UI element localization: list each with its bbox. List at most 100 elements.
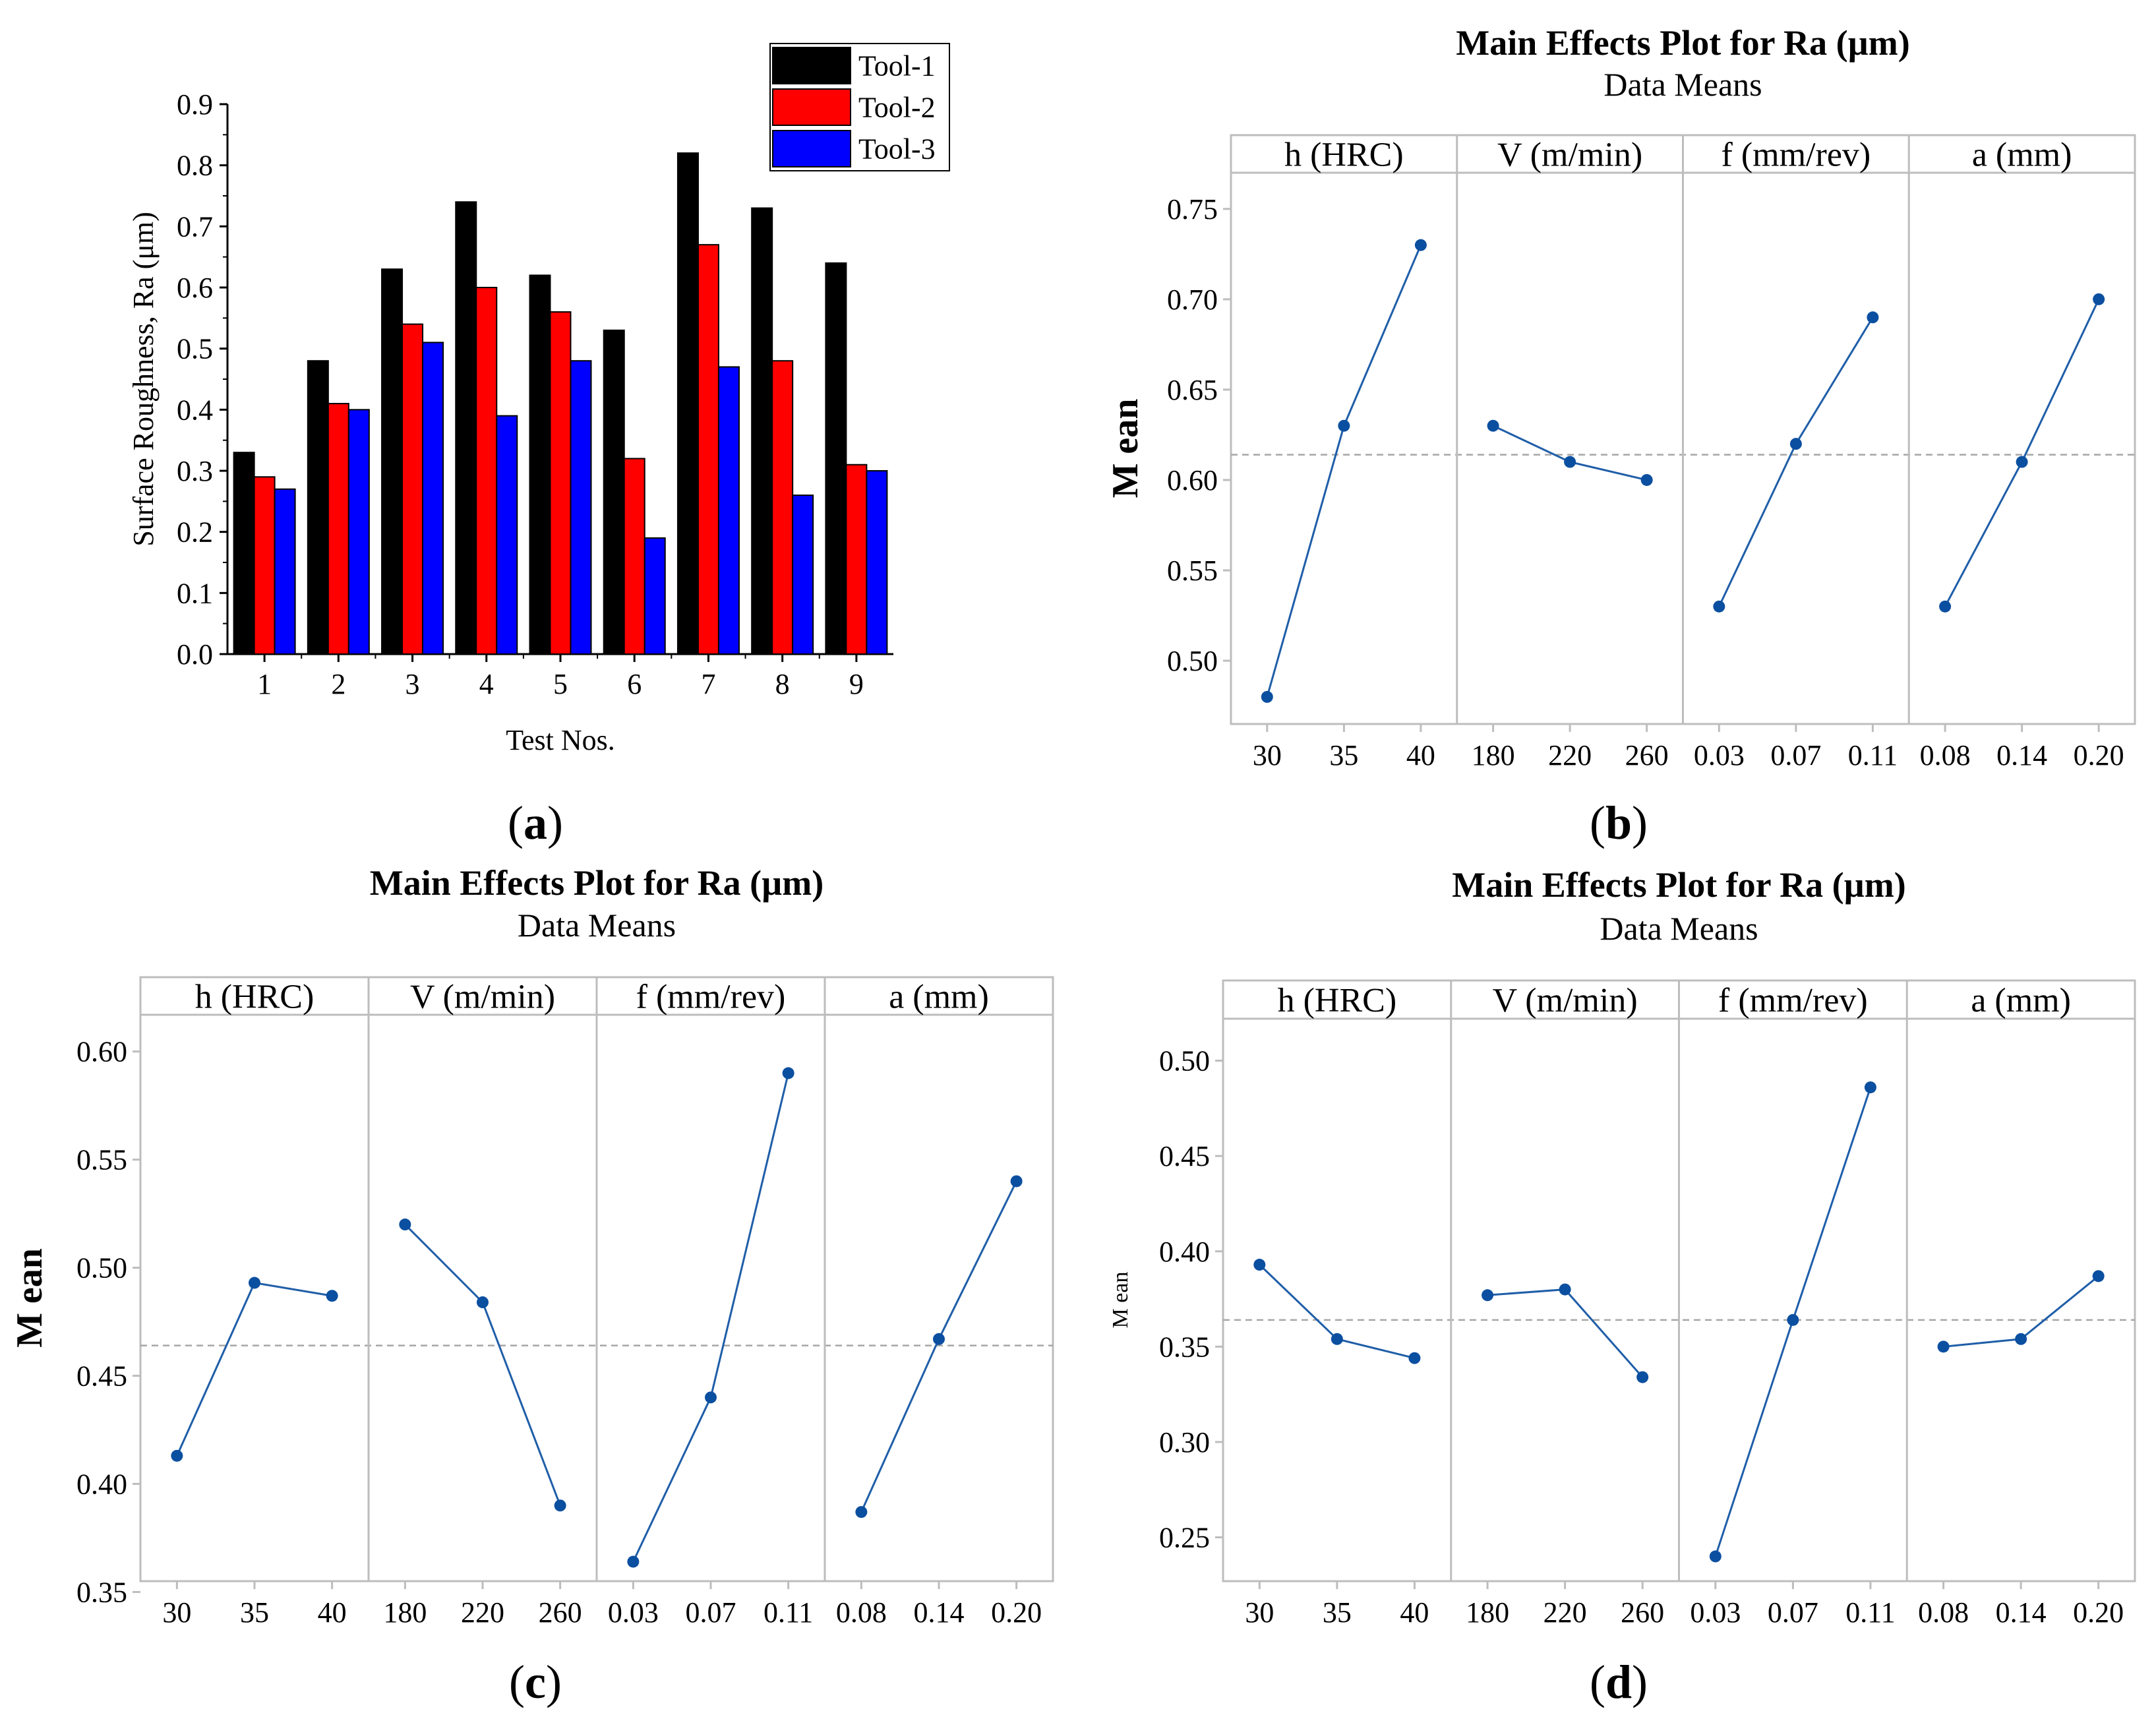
chart-b-data-point	[2016, 456, 2028, 468]
chart-c-data-point	[1010, 1175, 1023, 1188]
chart-c-panel-header: a (mm)	[889, 979, 989, 1016]
chart-a-xtick-label: 8	[775, 668, 790, 700]
chart-a-ytick-label: 0.2	[177, 516, 213, 549]
chart-d-data-point	[1408, 1352, 1421, 1364]
chart-a-xtick-label: 2	[331, 668, 345, 700]
chart-d-xtick-label: 0.03	[1690, 1596, 1741, 1629]
chart-c-ytick-label: 0.60	[76, 1036, 127, 1068]
chart-b-ytick-label: 0.70	[1167, 284, 1218, 316]
chart-a-bar-tool-1-test-1	[233, 452, 255, 655]
chart-c-xtick-label: 0.11	[764, 1596, 813, 1629]
chart-c-ytick-label: 0.55	[76, 1144, 127, 1176]
chart-d-panel-header: h (HRC)	[1278, 982, 1397, 1019]
chart-a-legend: Tool-1 Tool-2 Tool-3	[769, 43, 950, 171]
chart-b-ytick-label: 0.55	[1167, 555, 1218, 587]
chart-d-main-effects: Main Effects Plot for Ra (µm) Data Means 0…	[1108, 865, 2136, 1629]
chart-d-xtick-label: 180	[1466, 1596, 1509, 1629]
chart-d-y-axis-title: M ean	[1108, 1272, 1133, 1329]
chart-a-bar-tool-2-test-4	[475, 287, 498, 655]
chart-a-xtick-label: 5	[553, 668, 568, 700]
chart-d-title: Main Effects Plot for Ra (µm)	[1452, 865, 1905, 905]
caption-c-letter: c	[525, 1656, 546, 1708]
chart-a-ytick-label: 0.5	[177, 333, 213, 365]
chart-b-data-point	[2093, 293, 2105, 305]
chart-b-panel-header: a (mm)	[1972, 136, 2072, 174]
chart-a-legend-swatch-tool-2	[772, 88, 851, 126]
chart-b-xtick-label: 0.03	[1694, 739, 1745, 771]
chart-b-ytick-label: 0.75	[1167, 193, 1218, 226]
chart-b-title: Main Effects Plot for Ra (µm)	[1456, 23, 1909, 63]
chart-c-data-point	[705, 1391, 717, 1404]
chart-b-ytick-label: 0.50	[1167, 645, 1218, 677]
chart-b-data-point	[1487, 419, 1499, 432]
chart-d-data-point	[1636, 1371, 1649, 1383]
caption-b-close: )	[1632, 797, 1648, 849]
caption-b-letter: b	[1605, 797, 1632, 849]
chart-a-bar-tool-1-test-3	[381, 268, 404, 655]
chart-a-bar-tool-2-test-1	[253, 476, 276, 655]
chart-c-data-point	[855, 1506, 868, 1519]
chart-d-xtick-label: 0.20	[2073, 1596, 2124, 1629]
chart-c-subtitle: Data Means	[518, 907, 676, 944]
chart-c-title: Main Effects Plot for Ra (µm)	[370, 863, 823, 903]
chart-b-data-point	[1939, 600, 1952, 613]
chart-d-data-point	[1253, 1259, 1266, 1271]
chart-d-ytick-label: 0.30	[1159, 1426, 1210, 1459]
chart-a-bar-tool-1-test-2	[307, 360, 329, 655]
chart-c-ytick-label: 0.50	[76, 1252, 127, 1284]
caption-c-open: (	[509, 1656, 525, 1708]
caption-a-close: )	[547, 797, 563, 849]
chart-c-data-point	[627, 1555, 640, 1568]
chart-d-ytick-label: 0.35	[1159, 1331, 1210, 1363]
chart-a-xtick-label: 6	[627, 668, 642, 700]
chart-a-bar-tool-3-test-7	[717, 366, 740, 655]
caption-b: (b)	[1590, 797, 1648, 849]
chart-c-xtick-label: 40	[318, 1596, 347, 1629]
chart-b-xtick-label: 0.07	[1770, 739, 1821, 771]
chart-a-bar-tool-2-test-2	[327, 403, 349, 655]
chart-a-xtick-label: 9	[849, 668, 864, 700]
chart-c-panel-header: V (m/min)	[410, 979, 555, 1016]
chart-c-xtick-label: 0.14	[914, 1596, 965, 1629]
chart-d-xtick-label: 260	[1621, 1596, 1664, 1629]
chart-a-legend-swatch-tool-1	[772, 47, 851, 84]
chart-a-xtick-label: 4	[479, 668, 494, 700]
chart-d-data-point	[1709, 1550, 1722, 1563]
chart-c-data-point	[933, 1333, 945, 1345]
chart-a-x-axis-title: Test Nos.	[506, 724, 615, 756]
chart-b-data-point	[1261, 690, 1273, 703]
chart-a-bar-tool-2-test-9	[845, 464, 868, 655]
caption-a: (a)	[508, 797, 563, 849]
chart-a-bar-tool-3-test-9	[866, 470, 888, 655]
chart-b-data-point	[1867, 311, 1879, 324]
chart-b-xtick-label: 180	[1472, 739, 1515, 771]
chart-c-data-point	[554, 1499, 566, 1512]
chart-a-bar-tool-1-test-8	[751, 207, 773, 655]
chart-d-panel-header: a (mm)	[1971, 982, 2071, 1019]
chart-c-xtick-label: 220	[461, 1596, 504, 1629]
chart-c-panel-header: f (mm/rev)	[636, 979, 786, 1016]
chart-a-ytick-label: 0.4	[177, 394, 213, 426]
chart-c-xtick-label: 0.08	[836, 1596, 887, 1629]
chart-d-data-point	[1482, 1289, 1494, 1302]
chart-a-bar-tool-1-test-6	[603, 329, 625, 655]
chart-a-bar-tool-3-test-6	[644, 537, 666, 655]
caption-c-close: )	[546, 1656, 562, 1708]
chart-c-data-point	[171, 1449, 183, 1462]
chart-a-legend-label-tool-3: Tool-3	[858, 133, 936, 166]
caption-d-open: (	[1590, 1656, 1605, 1708]
chart-a-ytick-label: 0.0	[177, 638, 213, 671]
chart-c-ytick-label: 0.45	[76, 1360, 127, 1393]
chart-c-data-point	[326, 1290, 338, 1302]
chart-d-data-point	[1864, 1081, 1876, 1094]
chart-b-data-point	[1338, 419, 1350, 432]
chart-a-bar-tool-1-test-4	[455, 201, 477, 655]
chart-b-data-point	[1789, 438, 1802, 450]
chart-c-main-effects: Main Effects Plot for Ra (µm) Data Means 0…	[9, 863, 1054, 1629]
chart-b-xtick-label: 35	[1329, 739, 1358, 771]
chart-a-xtick-label: 1	[257, 668, 272, 700]
chart-b-data-point	[1713, 600, 1725, 613]
chart-b-ytick-label: 0.65	[1167, 374, 1218, 406]
